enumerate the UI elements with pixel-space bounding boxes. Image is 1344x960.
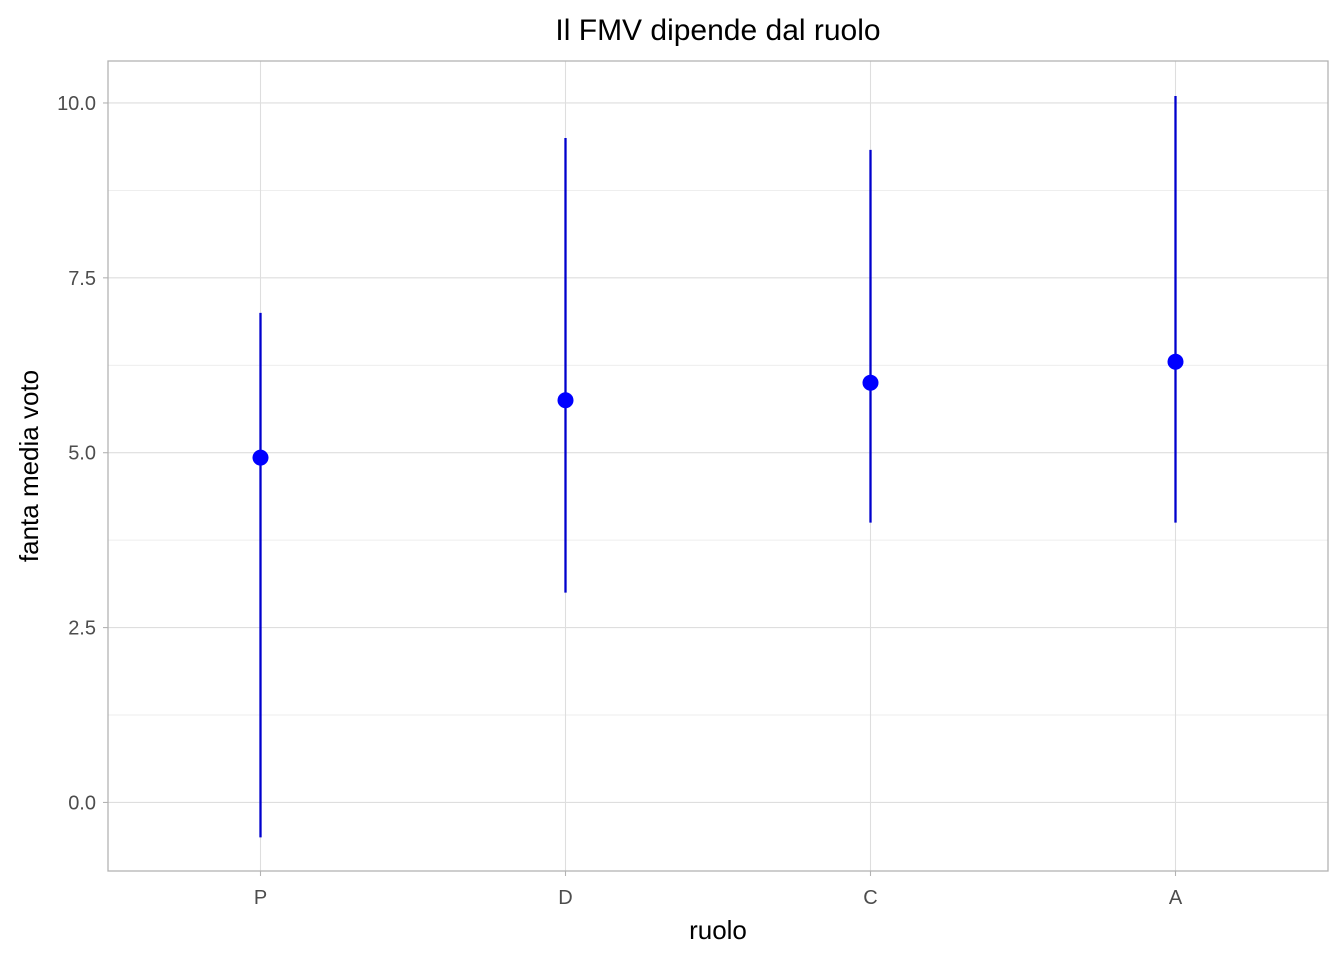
y-tick-label: 5.0 [68,443,96,465]
x-tick-label: A [1169,887,1183,909]
mean-point-P [252,449,269,466]
data-marks [252,95,1184,838]
chart-title: Il FMV dipende dal ruolo [555,14,880,47]
x-axis-label: ruolo [689,915,747,945]
y-tick-label: 10.0 [57,93,96,115]
mean-point-D [557,392,574,409]
x-tick-label: P [254,887,267,909]
x-tick-label: D [558,887,572,909]
y-tick-label: 7.5 [68,268,96,290]
panel-border [107,60,1329,872]
y-tick-label: 0.0 [68,792,96,814]
mean-point-C [862,374,879,391]
mean-point-A [1167,353,1184,370]
y-axis-label: fanta media voto [14,370,44,562]
x-tick-label: C [863,887,877,909]
y-tick-label: 2.5 [68,618,96,640]
axis-ticks: 0.0 2.5 5.0 7.5 10.0 P D C A [57,93,1183,909]
